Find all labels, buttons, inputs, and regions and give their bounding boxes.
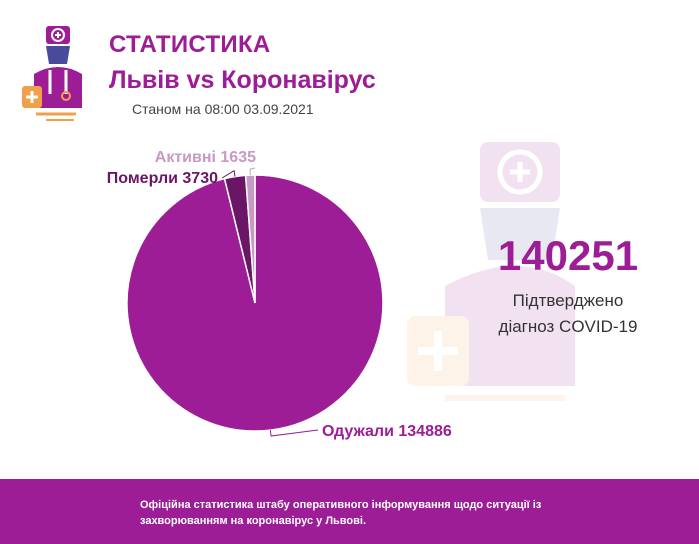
doctor-logo-icon <box>22 26 82 121</box>
pie-label-1: Одужали 134886 <box>322 423 452 440</box>
pie-leader-3 <box>249 167 256 176</box>
confirmed-caption-line1: Підтверджено <box>512 291 624 310</box>
pie-label-3: Активні 1635 <box>155 149 256 166</box>
pie-leader-2 <box>221 169 236 179</box>
confirmed-count: 140251 <box>497 232 639 279</box>
header-subtitle: Львів vs Коронавірус <box>109 66 376 94</box>
confirmed-caption: Підтверджено діагноз COVID-19 <box>478 288 658 340</box>
footer: Офіційна статистика штабу оперативного і… <box>0 479 699 544</box>
header-title: СТАТИСТИКА <box>109 31 271 58</box>
report-date: Станом на 08:00 03.09.2021 <box>132 101 314 117</box>
confirmed-caption-line2: діагноз COVID-19 <box>498 317 638 336</box>
pie-label-2: Померли 3730 <box>107 170 218 187</box>
footer-text: Офіційна статистика штабу оперативного і… <box>140 499 542 527</box>
doctor-watermark-icon <box>407 142 575 401</box>
pie-leader-1 <box>269 429 319 437</box>
